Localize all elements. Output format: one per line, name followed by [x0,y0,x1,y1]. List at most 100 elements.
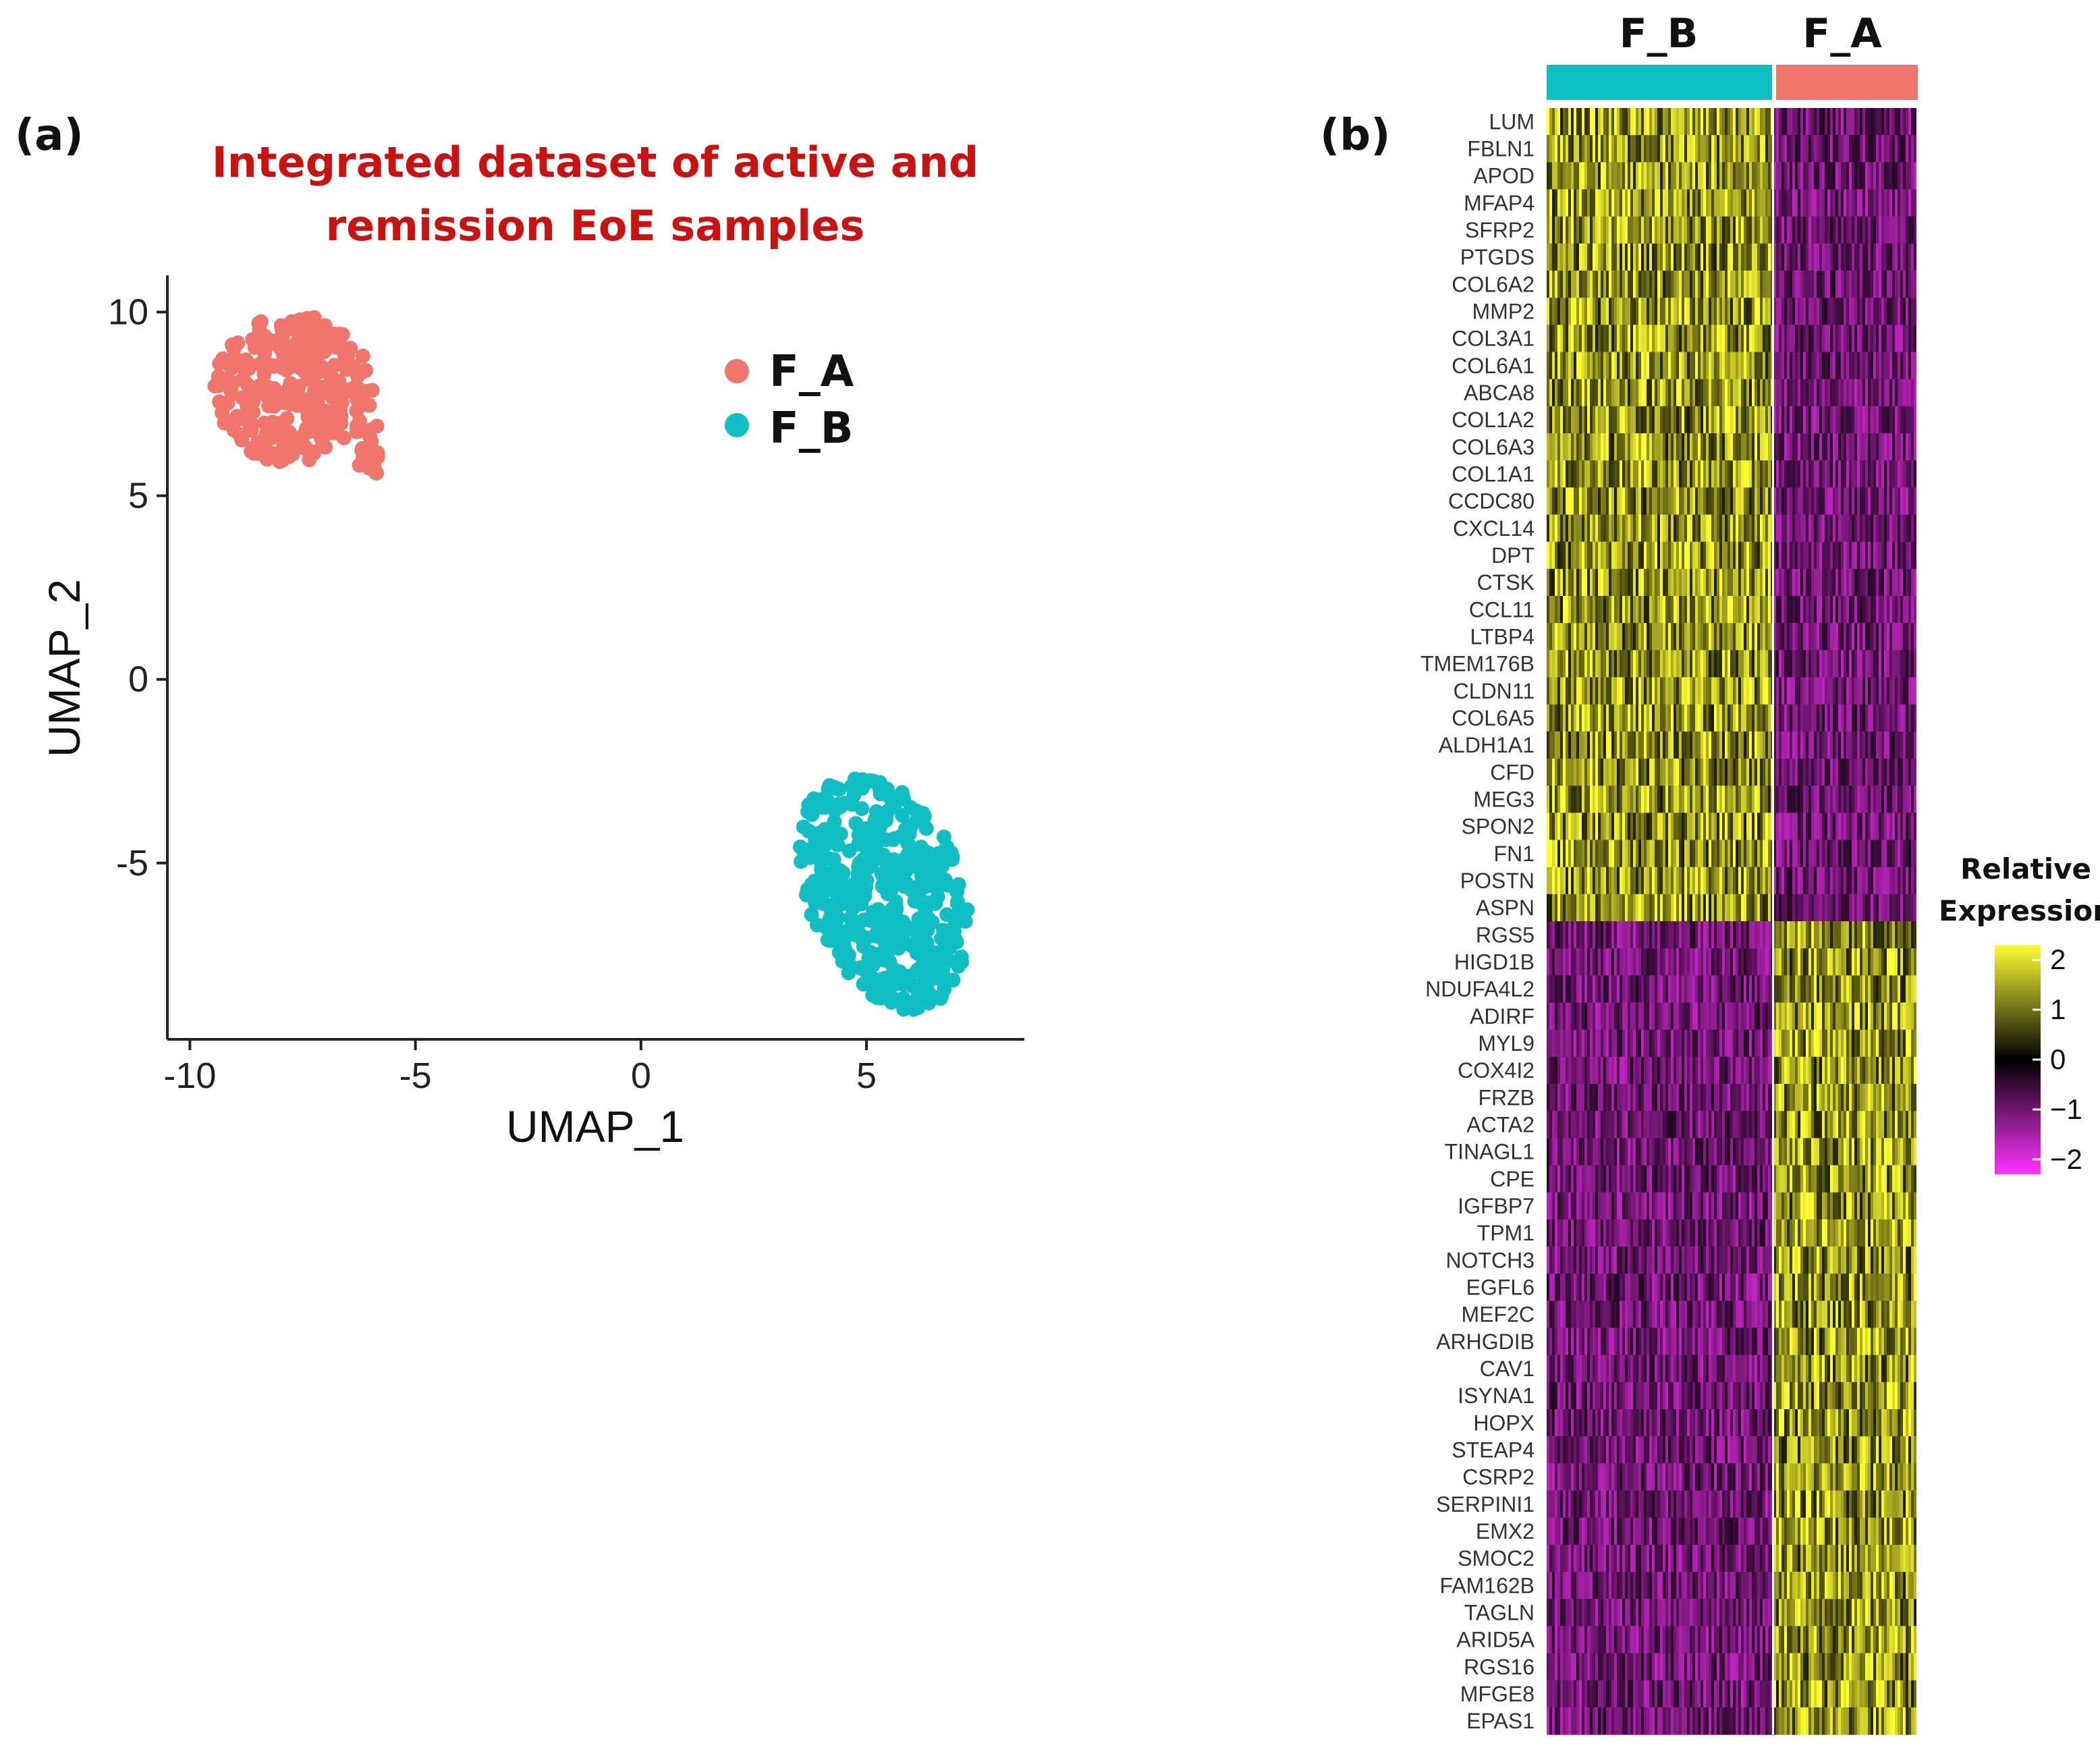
heatmap-cell [1765,731,1768,759]
heatmap-cell [1835,731,1838,759]
heatmap-cell [1733,514,1736,543]
heatmap-cell [1844,867,1846,895]
heatmap-cell [1779,135,1781,163]
heatmap-cell [1906,894,1908,922]
heatmap-cell [1879,867,1881,895]
heatmap-cell [1706,189,1709,217]
heatmap-cell [1695,786,1698,813]
heatmap-cell [1790,162,1792,190]
heatmap-cell [1892,568,1895,597]
heatmap-cell [1746,216,1749,244]
heatmap-cell [1671,731,1674,759]
heatmap-cell [1733,189,1736,217]
heatmap-cell [1722,379,1725,407]
heatmap-cell [1854,433,1857,461]
heatmap-cell [1908,650,1911,678]
heatmap-cell [1657,162,1660,190]
heatmap-cell [1830,271,1833,298]
heatmap-cell [1657,677,1660,705]
heatmap-cell [1911,514,1914,543]
heatmap-cell [1908,759,1911,786]
heatmap-cell [1746,162,1749,190]
heatmap-cell [1795,406,1798,434]
heatmap-cell [1808,298,1811,325]
heatmap-cell [1663,813,1665,841]
heatmap-cell [1730,487,1733,516]
heatmap-cell [1887,162,1889,190]
heatmap-cell [1808,406,1811,434]
heatmap-cell [1871,541,1873,570]
heatmap-cell [1841,786,1844,813]
heatmap-cell [1862,487,1865,516]
heatmap-cell [1625,759,1628,786]
heatmap-cell [1741,677,1744,705]
heatmap-cell [1620,731,1622,759]
heatmap-cell [1736,460,1738,488]
heatmap-cell [1779,460,1781,488]
heatmap-cell [1566,271,1568,298]
heatmap-cell [1871,487,1873,516]
heatmap-cell [1552,759,1555,786]
heatmap-cell [1684,460,1687,488]
heatmap-row [1547,731,1916,759]
heatmap-cell [1784,568,1787,597]
heatmap-cell [1841,596,1844,624]
heatmap-cell [1906,162,1908,190]
heatmap-cell [1717,298,1719,325]
heatmap-cell [1644,650,1647,678]
heatmap-cell [1900,216,1903,244]
heatmap-cell [1660,352,1663,380]
heatmap-cell [1722,704,1725,732]
heatmap-cell [1706,243,1709,271]
heatmap-cell [1644,298,1647,325]
scatter-point [850,867,866,882]
heatmap-cell [1854,677,1857,705]
heatmap-cell [1881,243,1884,271]
heatmap-cell [1814,271,1817,298]
heatmap-cell [1679,271,1682,298]
heatmap-cell [1560,894,1563,922]
heatmap-cell [1593,352,1595,380]
heatmap-cell [1876,162,1879,190]
heatmap-cell [1868,433,1871,461]
heatmap-cell [1736,623,1738,651]
heatmap-cell [1633,271,1636,298]
heatmap-cell [1576,243,1579,271]
heatmap-cell [1598,460,1601,488]
heatmap-cell [1630,243,1633,271]
heatmap-cell [1803,406,1806,434]
heatmap-cell [1593,541,1595,570]
heatmap-cell [1706,786,1709,813]
heatmap-cell [1914,596,1916,624]
heatmap-cell [1744,596,1746,624]
heatmap-cell [1663,135,1665,163]
heatmap-cell [1593,108,1595,136]
heatmap-cell [1687,243,1690,271]
heatmap-cell [1644,867,1647,895]
heatmap-cell [1811,162,1814,190]
heatmap-cell [1835,623,1838,651]
heatmap-cell [1684,271,1687,298]
heatmap-cell [1568,433,1571,461]
heatmap-cell [1852,487,1854,516]
heatmap-cell [1798,786,1800,813]
heatmap-cell [1622,433,1625,461]
scatter-point [842,890,858,906]
heatmap-cell [1871,189,1873,217]
heatmap-cell [1660,704,1663,732]
heatmap-cell [1609,731,1611,759]
heatmap-cell [1841,406,1844,434]
heatmap-cell [1776,487,1779,516]
heatmap-cell [1709,243,1711,271]
heatmap-cell [1633,216,1636,244]
heatmap-cell [1587,216,1590,244]
scatter-point [921,991,937,1006]
heatmap-cell [1895,514,1898,543]
heatmap-cell [1773,325,1776,353]
scatter-point [873,819,887,835]
heatmap-cell [1787,352,1790,380]
heatmap-cell [1620,650,1622,678]
heatmap-cell [1749,298,1752,325]
heatmap-cell [1898,759,1900,786]
heatmap-cell [1582,352,1584,380]
